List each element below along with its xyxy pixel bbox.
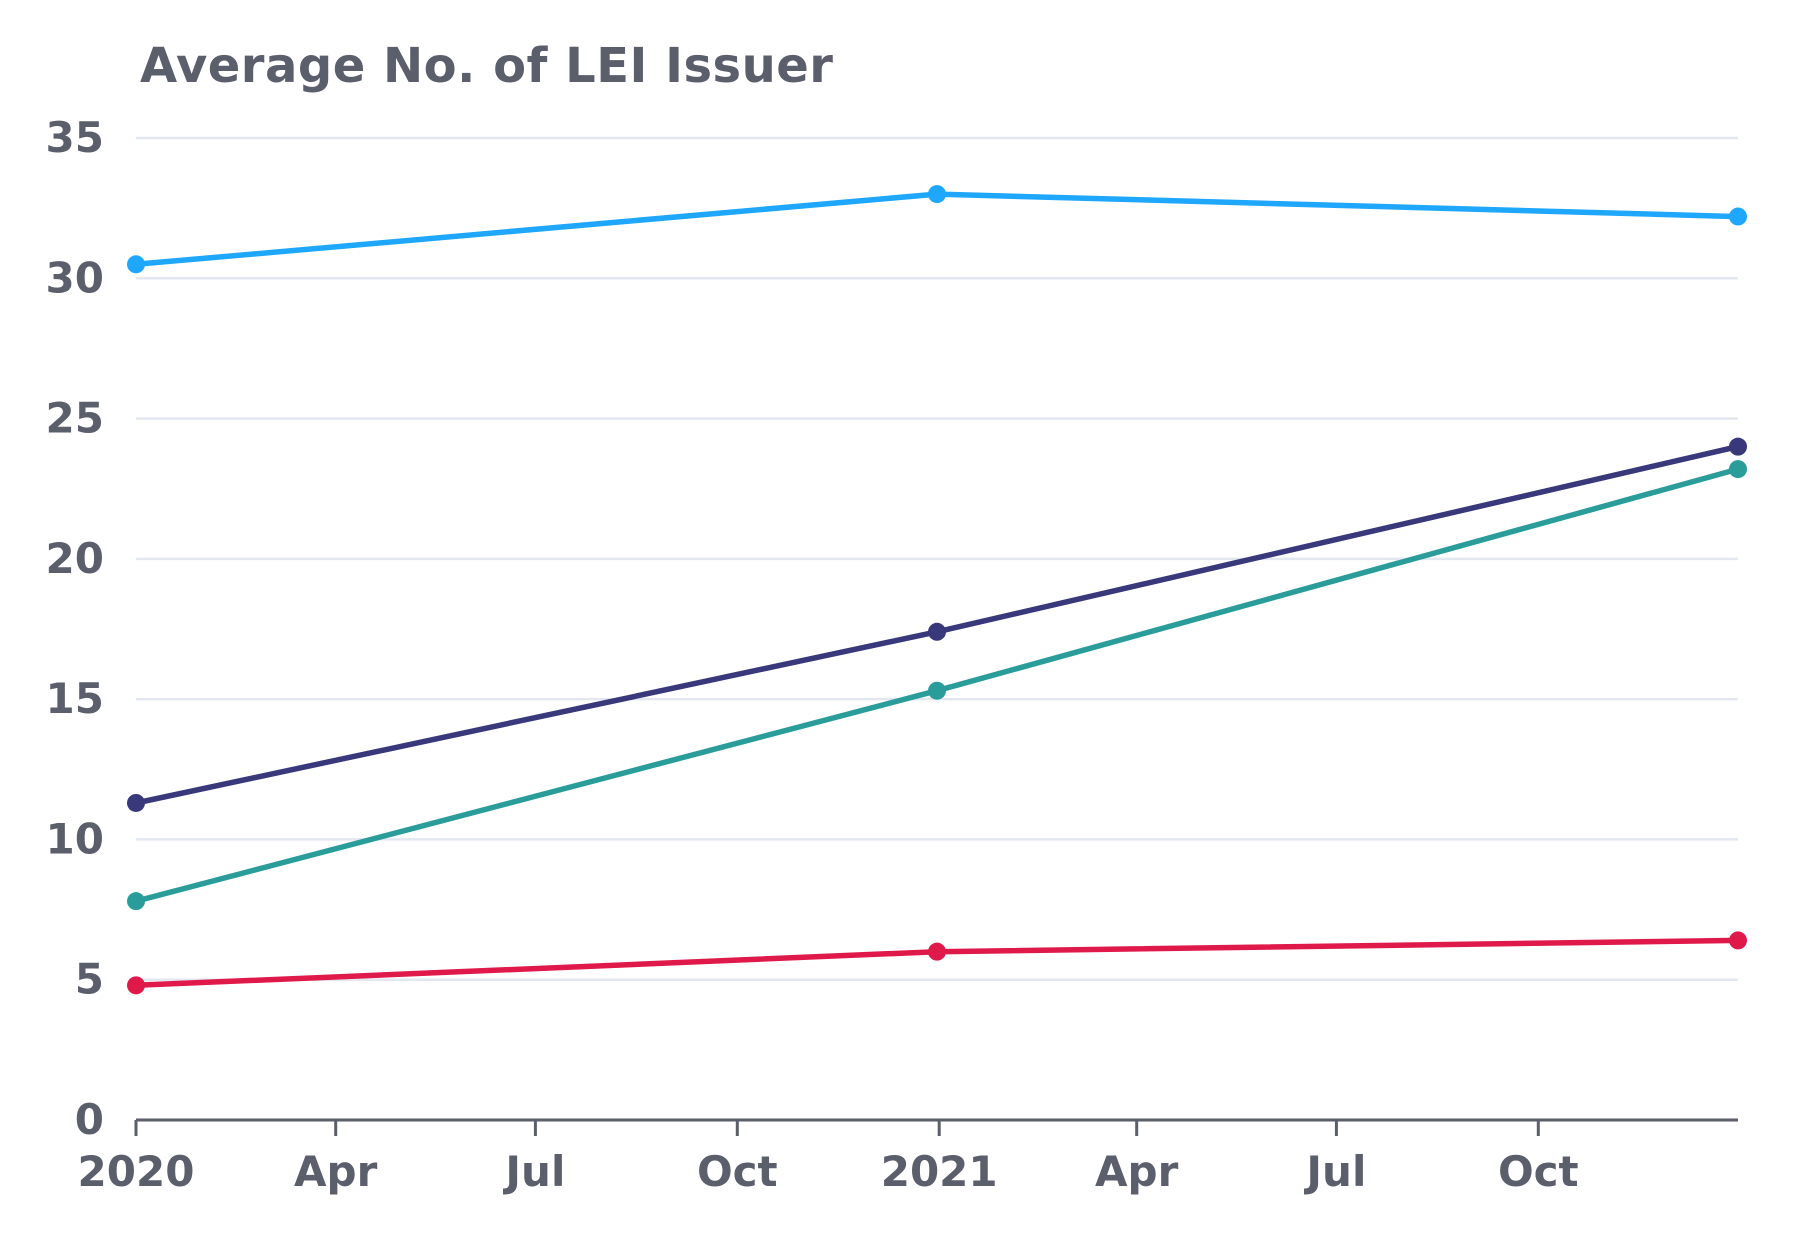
data-point bbox=[928, 942, 946, 961]
series-1 bbox=[127, 185, 1747, 274]
y-tick-label: 25 bbox=[46, 394, 104, 443]
data-point bbox=[928, 622, 946, 641]
x-tick-label: Jul bbox=[1303, 1147, 1366, 1196]
y-axis-labels: 0 5 10 15 20 25 30 35 bbox=[46, 113, 104, 1144]
data-point bbox=[1729, 931, 1747, 950]
x-tick-label: Apr bbox=[294, 1147, 378, 1196]
y-tick-label: 30 bbox=[46, 253, 104, 302]
y-tick-label: 15 bbox=[46, 674, 104, 723]
data-point bbox=[928, 681, 946, 700]
x-tick-label: Oct bbox=[697, 1147, 778, 1196]
data-point bbox=[1729, 207, 1747, 226]
y-tick-label: 35 bbox=[46, 113, 104, 162]
data-point bbox=[127, 255, 145, 274]
y-tick-label: 20 bbox=[46, 534, 104, 583]
data-point bbox=[928, 185, 946, 204]
x-axis-labels: 2020 Apr Jul Oct 2021 Apr Jul Oct bbox=[78, 1147, 1579, 1196]
series-lines bbox=[127, 185, 1747, 995]
data-point bbox=[1729, 437, 1747, 456]
series-3 bbox=[127, 460, 1747, 911]
x-tick-label: Apr bbox=[1095, 1147, 1179, 1196]
data-point bbox=[127, 793, 145, 812]
series-2 bbox=[127, 437, 1747, 812]
y-tick-label: 10 bbox=[46, 814, 104, 863]
gridlines bbox=[136, 136, 1738, 981]
data-point bbox=[1729, 460, 1747, 479]
y-tick-label: 5 bbox=[75, 955, 104, 1004]
x-tick-label: 2021 bbox=[881, 1147, 998, 1196]
x-tick-label: Oct bbox=[1498, 1147, 1579, 1196]
data-point bbox=[127, 892, 145, 911]
series-line bbox=[133, 191, 1741, 268]
x-tick-label: 2020 bbox=[78, 1147, 195, 1196]
y-tick-label: 0 bbox=[75, 1095, 104, 1144]
x-tick-label: Jul bbox=[502, 1147, 565, 1196]
data-point bbox=[127, 976, 145, 995]
series-4 bbox=[127, 931, 1747, 995]
x-axis bbox=[134, 1118, 1738, 1136]
chart-title: Average No. of LEI Issuer bbox=[140, 38, 834, 94]
